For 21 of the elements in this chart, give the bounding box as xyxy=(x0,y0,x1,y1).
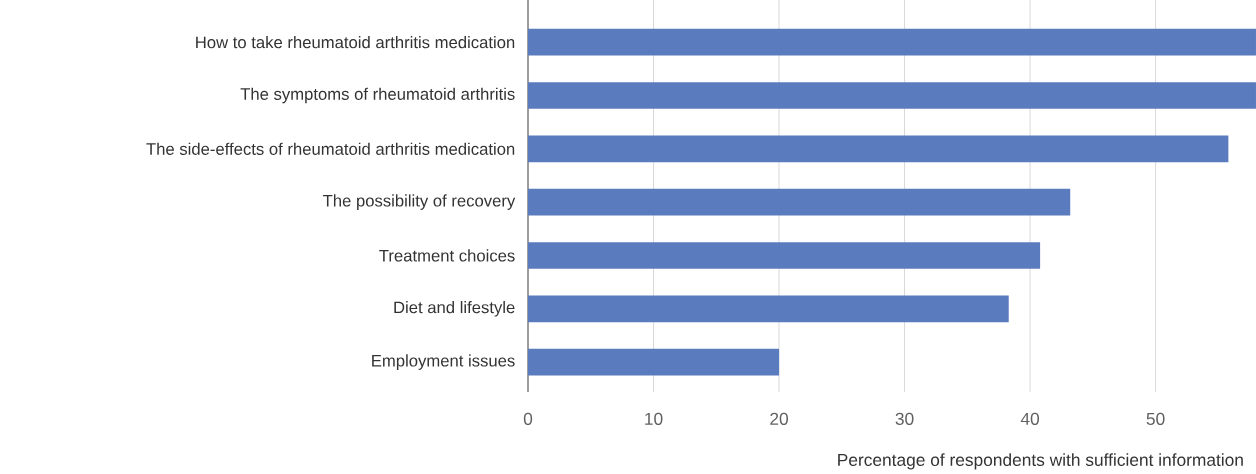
x-tick-label: 10 xyxy=(645,412,663,425)
y-tick-label: The possibility of recovery xyxy=(323,194,516,210)
y-tick-label: Diet and lifestyle xyxy=(394,301,515,317)
x-tick-label: 0 xyxy=(523,412,533,425)
bar xyxy=(528,135,1229,163)
bar xyxy=(528,242,1041,269)
x-tick-label: 50 xyxy=(1146,412,1165,425)
y-tick-label: The symptoms of rheumatoid arthritis xyxy=(240,87,515,104)
y-tick-label: Treatment choices xyxy=(379,249,515,262)
bar xyxy=(528,82,1256,109)
x-axis-title: Percentage of respondents with sufficient information xyxy=(838,453,1243,470)
bar xyxy=(528,348,780,376)
bar xyxy=(528,295,1009,323)
x-tick-label: 30 xyxy=(895,412,914,425)
x-tick-label: 40 xyxy=(1020,412,1040,425)
y-tick-label: How to take rheumatoid arthritis medication xyxy=(196,36,515,49)
bar xyxy=(528,188,1071,216)
y-tick-label: Employment issues xyxy=(372,354,515,370)
bar xyxy=(528,28,1256,56)
y-tick-label: The side-effects of rheumatoid arthritis medication xyxy=(146,142,515,155)
x-tick-label: 20 xyxy=(770,412,788,425)
